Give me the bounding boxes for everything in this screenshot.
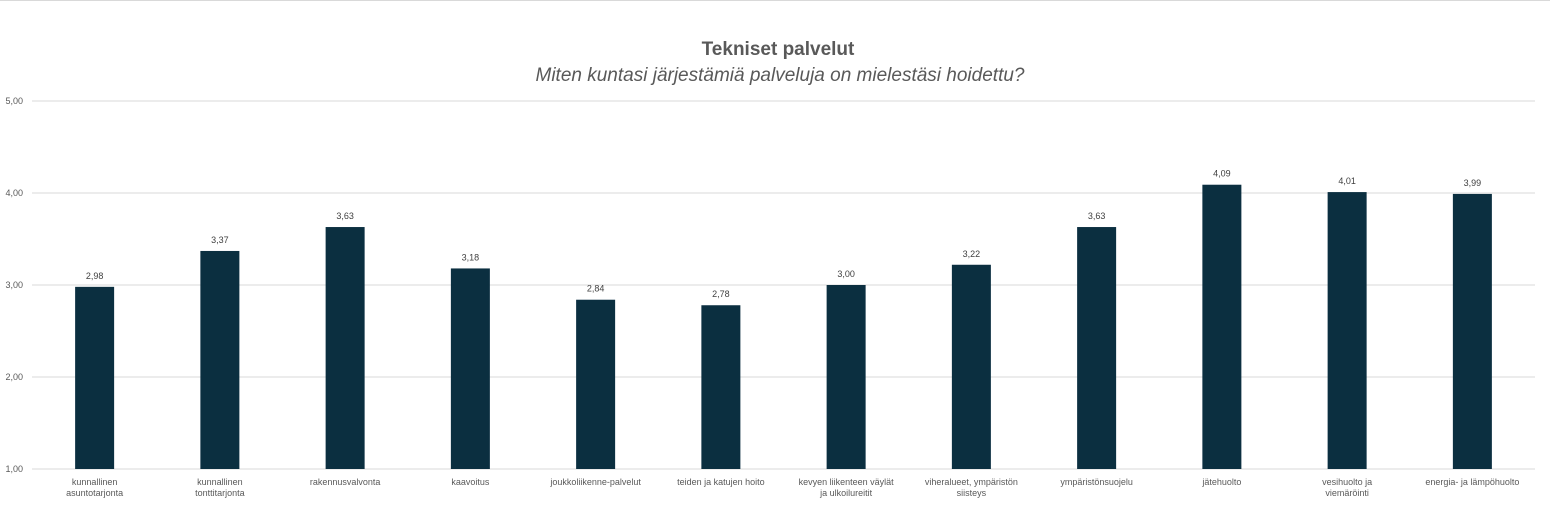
- category-labels: kunnallinen asuntotarjonta kunnallinen tont…: [66, 477, 1519, 498]
- chart-title: Tekniset palvelut: [702, 39, 855, 60]
- data-label: 2,84: [587, 284, 605, 294]
- y-tick-label: 1,00: [5, 464, 23, 474]
- category-label: kunnallinen tonttitarjonta: [195, 477, 245, 498]
- category-label: kevyen liikenteen väylät ja ulkoilureitit: [799, 477, 895, 498]
- category-label: energia- ja lämpöhuolto: [1425, 477, 1519, 487]
- gridlines: [32, 100, 1535, 470]
- data-label: 3,63: [336, 211, 354, 221]
- y-axis-ticks: 1,00 2,00 3,00 4,00 5,00: [5, 96, 23, 474]
- category-label: kaavoitus: [451, 477, 490, 487]
- y-tick-label: 5,00: [5, 96, 23, 106]
- bar: [951, 264, 991, 469]
- bar: [450, 268, 490, 469]
- bar: [200, 250, 240, 469]
- bar: [1077, 227, 1117, 469]
- data-label: 3,37: [211, 235, 229, 245]
- data-labels: 2,98 3,37 3,63 3,18 2,84 2,78 3,00 3,22 3,63 4,09…: [86, 169, 1481, 300]
- bar: [826, 285, 866, 469]
- chart-top-border: [0, 0, 1550, 1]
- bar: [1452, 193, 1492, 470]
- y-tick-label: 2,00: [5, 372, 23, 382]
- bars: [75, 184, 1492, 470]
- data-label: 3,99: [1464, 178, 1482, 188]
- data-label: 4,01: [1338, 176, 1356, 186]
- category-label: viheralueet, ympäristön siisteys: [925, 477, 1018, 498]
- bar: [325, 227, 365, 469]
- data-label: 3,00: [837, 269, 855, 279]
- chart-subtitle: Miten kuntasi järjestämiä palveluja on m…: [536, 65, 1025, 86]
- category-label: ympäristönsuojelu: [1060, 477, 1133, 487]
- data-label: 3,63: [1088, 211, 1106, 221]
- data-label: 4,09: [1213, 169, 1231, 179]
- y-tick-label: 3,00: [5, 280, 23, 290]
- data-label: 3,18: [462, 252, 480, 262]
- data-label: 3,22: [963, 249, 981, 259]
- category-label: vesihuolto ja viemäröinti: [1322, 477, 1372, 498]
- bar: [576, 299, 616, 469]
- y-tick-label: 4,00: [5, 188, 23, 198]
- data-label: 2,98: [86, 271, 104, 281]
- bar: [701, 305, 741, 469]
- bar: [1327, 192, 1367, 469]
- bar: [75, 286, 115, 469]
- category-label: rakennusvalvonta: [310, 477, 381, 487]
- data-label: 2,78: [712, 289, 730, 299]
- category-label: kunnallinen asuntotarjonta: [66, 477, 123, 498]
- bar: [1202, 184, 1242, 469]
- category-label: joukkoliikenne-palvelut: [549, 477, 641, 487]
- category-label: jätehuolto: [1201, 477, 1241, 487]
- category-label: teiden ja katujen hoito: [677, 477, 765, 487]
